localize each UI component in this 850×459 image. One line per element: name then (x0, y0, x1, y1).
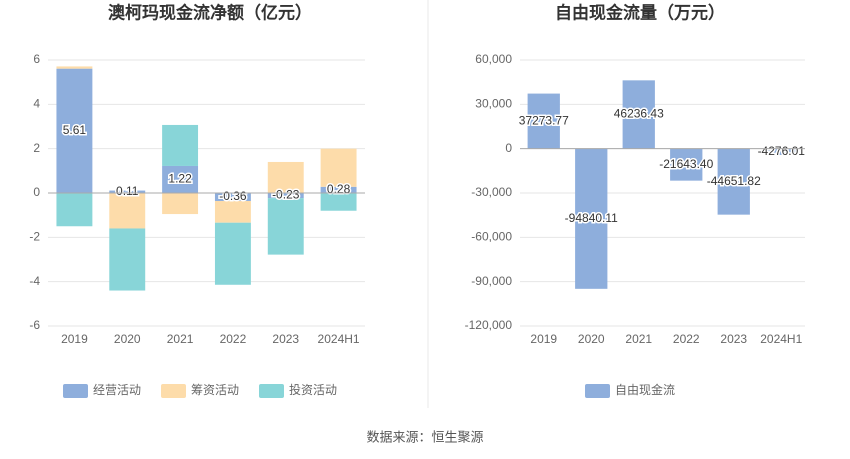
y-tick-label: -60,000 (471, 230, 512, 244)
bar (267, 161, 304, 193)
y-tick-label: -6 (29, 318, 40, 332)
y-tick-label: 30,000 (475, 97, 512, 111)
data-label: 0.11 (116, 184, 139, 198)
x-tick-label: 2021 (167, 332, 194, 346)
bar (214, 193, 251, 201)
legend-label: 自由现金流 (615, 382, 675, 397)
y-tick-label: 4 (33, 97, 40, 111)
data-label: -44651.82 (707, 174, 761, 188)
x-tick-label: 2022 (673, 332, 700, 346)
x-tick-label: 2023 (720, 332, 747, 346)
bar (622, 80, 655, 149)
y-tick-label: 60,000 (475, 52, 512, 66)
bar (267, 198, 304, 255)
legend-swatch (161, 384, 186, 398)
bar (717, 148, 750, 215)
chart-title: 自由现金流量（万元） (555, 2, 725, 22)
legend-swatch (63, 384, 88, 398)
data-label: 0.28 (327, 182, 351, 196)
y-tick-label: -30,000 (471, 185, 512, 199)
x-tick-label: 2020 (578, 332, 605, 346)
bar (109, 228, 146, 291)
y-tick-label: -2 (29, 230, 40, 244)
bar (109, 190, 146, 193)
bar (109, 193, 146, 229)
bar (56, 193, 93, 227)
x-tick-label: 2024H1 (318, 332, 360, 346)
legend-label: 经营活动 (93, 383, 141, 397)
data-label: -94840.11 (565, 211, 618, 225)
bar (162, 124, 199, 166)
data-label: 1.22 (168, 172, 192, 186)
x-tick-label: 2023 (272, 332, 299, 346)
data-label: -21643.40 (659, 157, 713, 171)
bar (320, 148, 357, 187)
data-label: -4276.01 (758, 144, 806, 158)
bar (320, 186, 357, 193)
data-label: -0.36 (219, 189, 247, 203)
bar (214, 222, 251, 285)
legend-swatch (259, 384, 284, 398)
bar (575, 148, 608, 289)
x-tick-label: 2019 (530, 332, 557, 346)
source: 数据来源：恒生聚源 (366, 429, 483, 444)
data-label: 5.61 (63, 123, 87, 137)
y-tick-label: 0 (33, 185, 40, 199)
bar (267, 193, 304, 199)
y-tick-label: -4 (29, 274, 40, 288)
bar (670, 148, 703, 181)
data-label: 46236.43 (614, 107, 664, 121)
bar (320, 193, 357, 211)
bar (56, 66, 93, 69)
x-tick-label: 2022 (220, 332, 247, 346)
y-tick-label: 2 (33, 141, 40, 155)
x-tick-label: 2019 (61, 332, 88, 346)
legend-swatch (585, 384, 610, 398)
data-label: 37273.77 (519, 113, 569, 127)
bar (162, 165, 199, 193)
legend-label: 筹资活动 (191, 383, 239, 397)
y-tick-label: 6 (33, 52, 40, 66)
bar (56, 68, 93, 193)
bar (162, 193, 199, 215)
y-tick-label: -90,000 (471, 274, 512, 288)
y-tick-label: 0 (505, 141, 512, 155)
bar (527, 93, 560, 149)
data-label: -0.23 (272, 188, 300, 202)
bar (765, 148, 798, 155)
y-tick-label: -120,000 (465, 318, 513, 332)
x-tick-label: 2021 (625, 332, 652, 346)
legend-label: 投资活动 (289, 382, 337, 397)
x-tick-label: 2024H1 (760, 332, 802, 346)
chart-title: 澳柯玛现金流净额（亿元） (108, 2, 312, 22)
bar (214, 200, 251, 223)
x-tick-label: 2020 (114, 332, 141, 346)
